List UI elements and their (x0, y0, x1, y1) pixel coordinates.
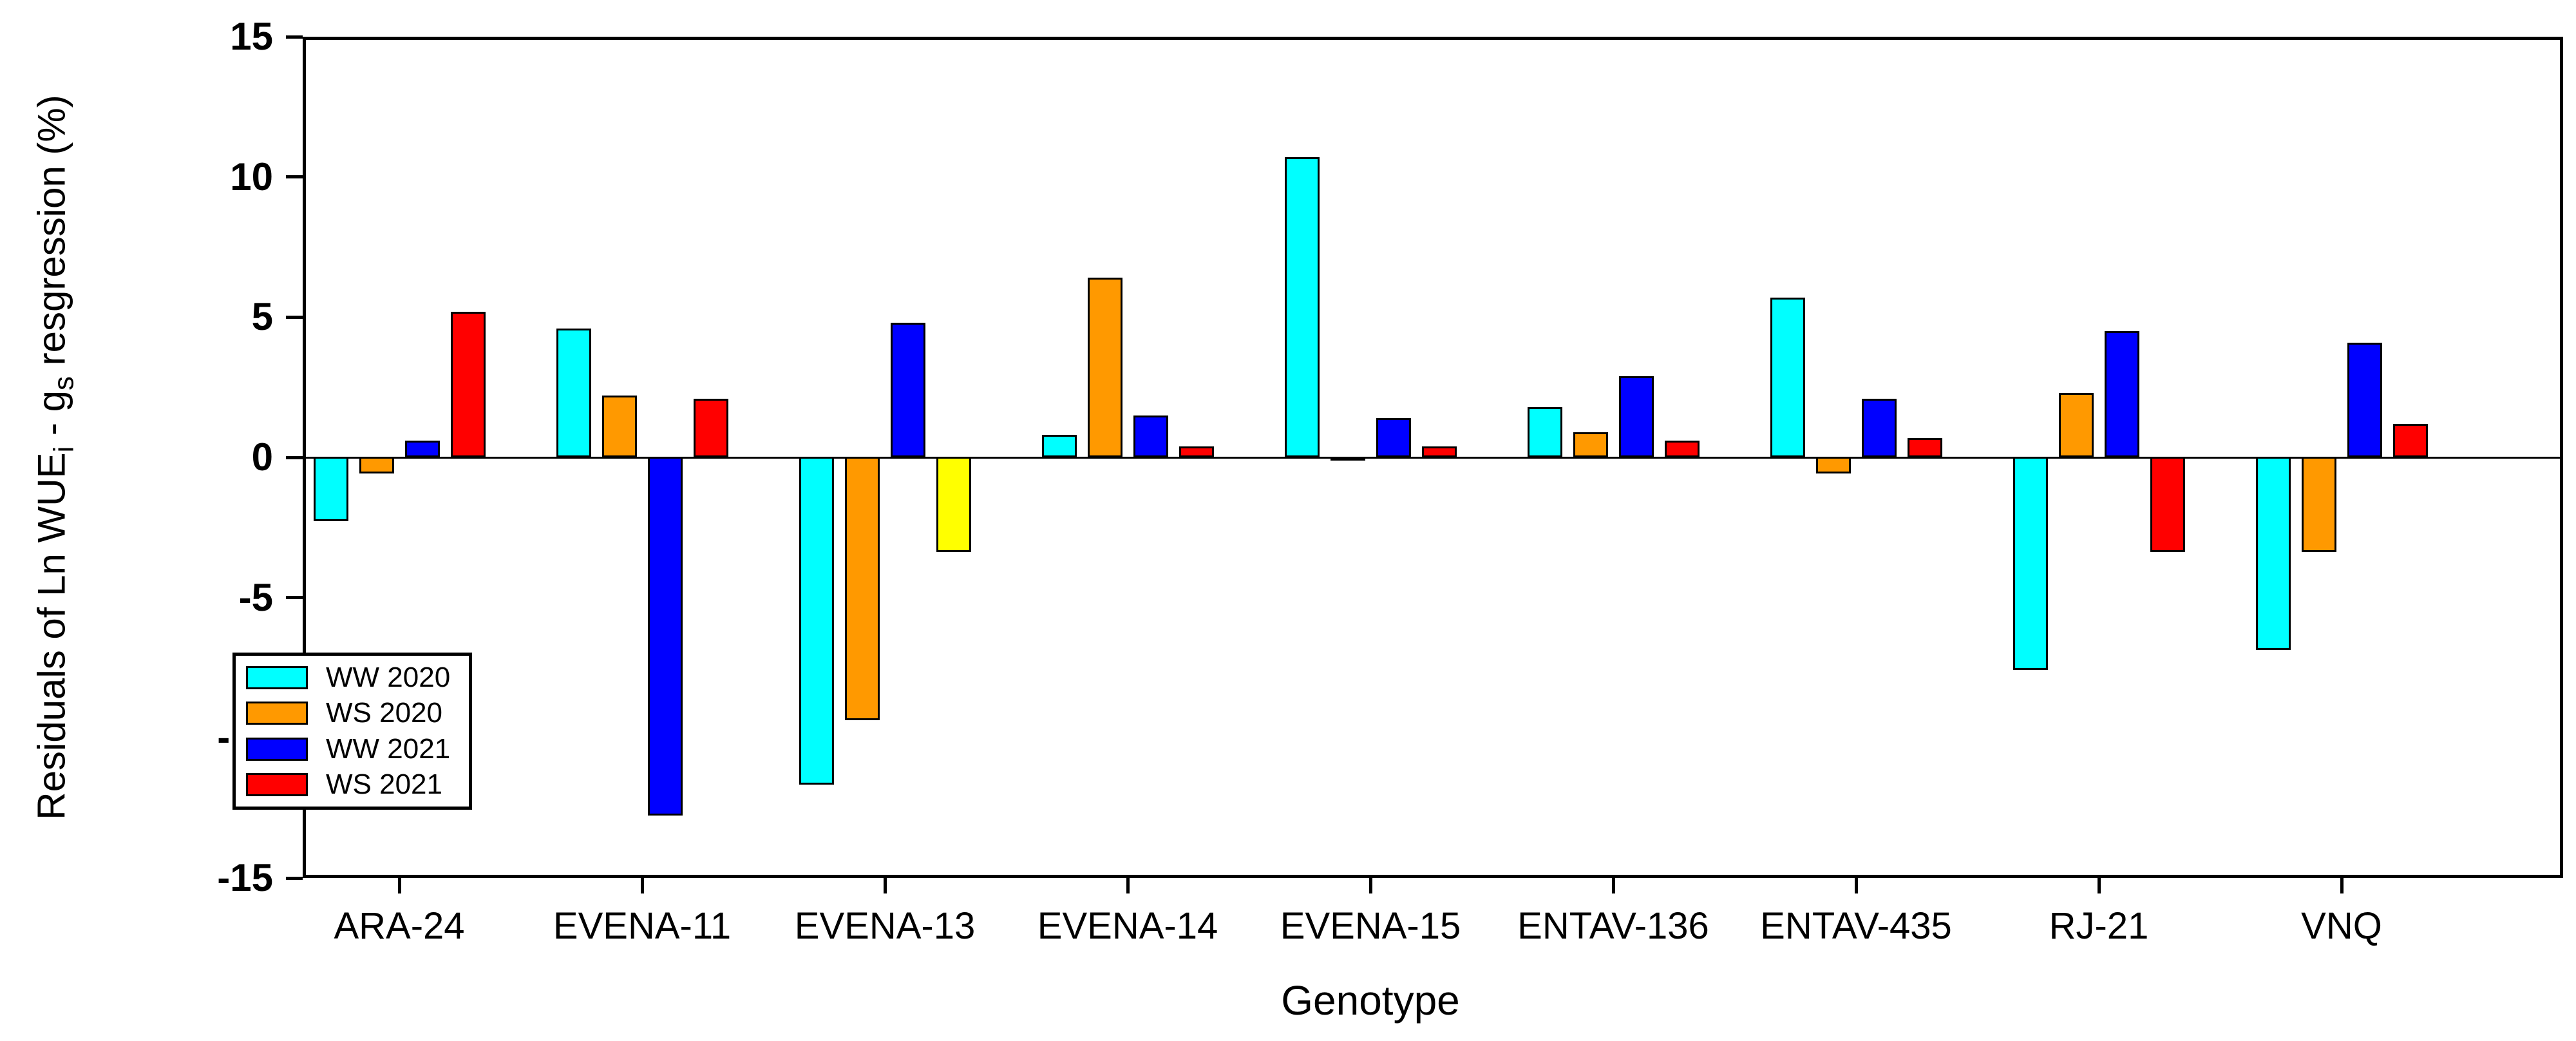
bar-ws-2021-evena-11 (693, 398, 728, 457)
legend-swatch (246, 773, 308, 797)
bar-ww-2021-evena-13 (890, 323, 925, 457)
legend-item-ww-2021: WW 2021 (246, 732, 469, 765)
y-tick-label: -5 (238, 575, 273, 619)
y-axis-title-subscript: i (48, 446, 80, 453)
x-tick-label-entav-435: ENTAV-435 (1760, 905, 1952, 947)
legend-swatch (246, 737, 308, 761)
x-tick-label-evena-14: EVENA-14 (1037, 905, 1218, 947)
bar-ww-2021-evena-11 (647, 457, 683, 816)
y-tick-label: 5 (251, 295, 273, 339)
y-tick-label: 15 (230, 15, 273, 58)
bar-ws-2021-vnq (2392, 423, 2428, 457)
x-tick-label-entav-136: ENTAV-136 (1517, 905, 1709, 947)
legend-item-ww-2020: WW 2020 (246, 661, 469, 693)
x-tick-mark (1611, 878, 1615, 893)
x-tick-mark (1854, 878, 1858, 893)
x-tick-mark (397, 878, 401, 893)
bar-ww-2020-evena-14 (1041, 435, 1077, 457)
x-tick-mark (2097, 878, 2101, 893)
bar-ws-2021-ara-24 (450, 311, 486, 457)
x-tick-label-ara-24: ARA-24 (334, 905, 465, 947)
legend-swatch (246, 702, 308, 725)
bar-ww-2020-ara-24 (313, 457, 348, 522)
bar-ws-2020-entav-136 (1573, 432, 1608, 457)
y-tick-mark (286, 35, 303, 39)
legend-label: WW 2021 (326, 732, 451, 765)
bar-ww-2021-entav-435 (1861, 398, 1897, 457)
bar-ww-2021-evena-15 (1376, 418, 1411, 457)
bar-ws-2021-evena-14 (1179, 446, 1214, 457)
y-tick-label: -15 (217, 856, 273, 899)
y-tick-label: 10 (230, 155, 273, 198)
bar-ws-2020-entav-435 (1815, 457, 1851, 474)
legend: WW 2020 WS 2020 WW 2021 WS 2021 (232, 653, 472, 810)
bar-ws-2020-evena-15 (1330, 457, 1365, 461)
bar-ww-2020-evena-15 (1284, 157, 1320, 457)
x-tick-label-evena-15: EVENA-15 (1280, 905, 1461, 947)
x-tick-label-evena-11: EVENA-11 (553, 905, 732, 947)
bar-ws-2020-evena-11 (601, 396, 637, 457)
y-tick-mark (286, 455, 303, 459)
y-axis-title-part: - g (30, 390, 73, 446)
x-axis-title: Genotype (1281, 977, 1460, 1024)
y-axis-title: Residuals of Ln WUEi - gs resgression (%… (30, 0, 80, 1037)
legend-label: WS 2021 (326, 769, 442, 801)
bar-ww-2020-entav-136 (1527, 406, 1562, 457)
y-tick-mark (286, 315, 303, 319)
bar-ww-2021-vnq (2347, 342, 2382, 457)
legend-label: WS 2020 (326, 697, 442, 729)
legend-item-ws-2021: WS 2021 (246, 769, 469, 801)
bar-ws-2020-rj-21 (2058, 392, 2094, 457)
x-tick-mark (883, 878, 887, 893)
bar-ww-2021-rj-21 (2104, 331, 2139, 457)
y-tick-mark (286, 876, 303, 880)
y-axis-title-part: Residuals of Ln WUE (30, 452, 73, 820)
bar-ww-2020-evena-11 (556, 328, 591, 457)
zero-baseline (303, 456, 2563, 459)
x-tick-mark (1368, 878, 1372, 893)
bar-ws-2021-evena-13 (936, 457, 971, 552)
y-axis-title-part: resgression (%) (30, 95, 73, 377)
y-tick-mark (286, 596, 303, 600)
legend-label: WW 2020 (326, 661, 451, 693)
bar-ws-2021-entav-435 (1907, 437, 1942, 457)
bar-ww-2021-entav-136 (1618, 376, 1654, 457)
bar-ws-2021-rj-21 (2150, 457, 2185, 552)
bar-ws-2020-ara-24 (359, 457, 394, 474)
bar-ww-2020-rj-21 (2012, 457, 2048, 670)
legend-swatch (246, 665, 308, 689)
bar-ww-2020-evena-13 (799, 457, 834, 785)
bar-ww-2020-vnq (2255, 457, 2291, 651)
x-tick-label-rj-21: RJ-21 (2049, 905, 2149, 947)
bar-ws-2021-entav-136 (1664, 440, 1700, 457)
bar-ws-2020-evena-13 (844, 457, 880, 721)
bar-ww-2021-evena-14 (1133, 415, 1168, 457)
y-tick-label: 0 (251, 435, 273, 479)
y-axis-title-subscript: s (48, 376, 80, 391)
x-tick-label-evena-13: EVENA-13 (794, 905, 976, 947)
x-tick-mark (1126, 878, 1130, 893)
bar-ws-2020-evena-14 (1087, 278, 1122, 457)
y-tick-mark (286, 175, 303, 179)
x-tick-mark (2340, 878, 2344, 893)
bar-ww-2020-entav-435 (1770, 297, 1805, 457)
bar-ws-2020-vnq (2301, 457, 2336, 552)
bar-ww-2021-ara-24 (404, 440, 440, 457)
x-tick-label-vnq: VNQ (2301, 905, 2382, 947)
bar-ws-2021-evena-15 (1421, 446, 1457, 457)
legend-item-ws-2020: WS 2020 (246, 697, 469, 729)
x-tick-mark (640, 878, 644, 893)
